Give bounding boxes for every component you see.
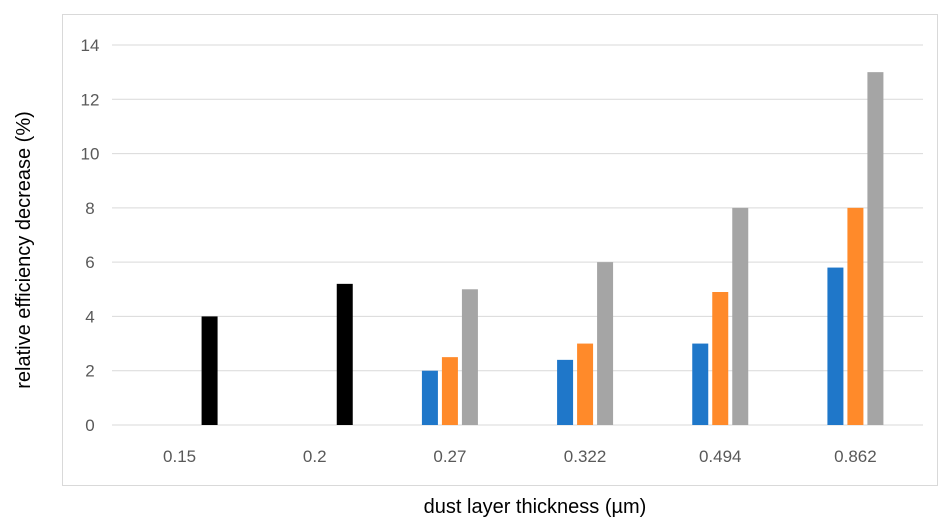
bar — [461, 289, 478, 425]
x-tick-label: 0.27 — [433, 447, 466, 466]
bar — [827, 267, 844, 425]
x-tick-label: 0.15 — [163, 447, 196, 466]
bar — [867, 72, 884, 426]
bar — [441, 357, 458, 425]
y-tick-label: 0 — [85, 416, 94, 435]
y-tick-label: 8 — [85, 199, 94, 218]
gridlines — [112, 44, 923, 426]
bar — [557, 359, 574, 425]
bar — [732, 207, 749, 425]
y-tick-label: 10 — [81, 145, 100, 164]
plot-area-frame — [62, 14, 938, 486]
y-tick-label: 2 — [85, 362, 94, 381]
y-tick-label: 12 — [81, 90, 100, 109]
y-tick-label: 6 — [85, 253, 94, 272]
y-tick-label: 14 — [81, 36, 100, 55]
x-tick-label: 0.2 — [303, 447, 327, 466]
x-axis-title: dust layer thickness (µm) — [424, 496, 647, 518]
bar — [421, 370, 438, 425]
bar — [692, 343, 709, 425]
y-tick-label: 4 — [85, 307, 94, 326]
x-tick-label: 0.494 — [699, 447, 742, 466]
x-tick-label: 0.322 — [564, 447, 607, 466]
bar — [712, 292, 729, 425]
bar — [577, 343, 594, 425]
bar — [847, 207, 864, 425]
x-axis-ticks: 0.15 0.2 0.27 0.322 0.494 0.862 — [163, 447, 877, 466]
y-axis-title: relative efficiency decrease (%) — [13, 111, 35, 389]
bar — [201, 316, 218, 425]
bar — [336, 283, 353, 425]
x-tick-label: 0.862 — [834, 447, 877, 466]
bars — [201, 72, 884, 426]
y-axis-ticks: 0 2 4 6 8 10 12 14 — [81, 36, 100, 435]
bar — [597, 262, 614, 425]
